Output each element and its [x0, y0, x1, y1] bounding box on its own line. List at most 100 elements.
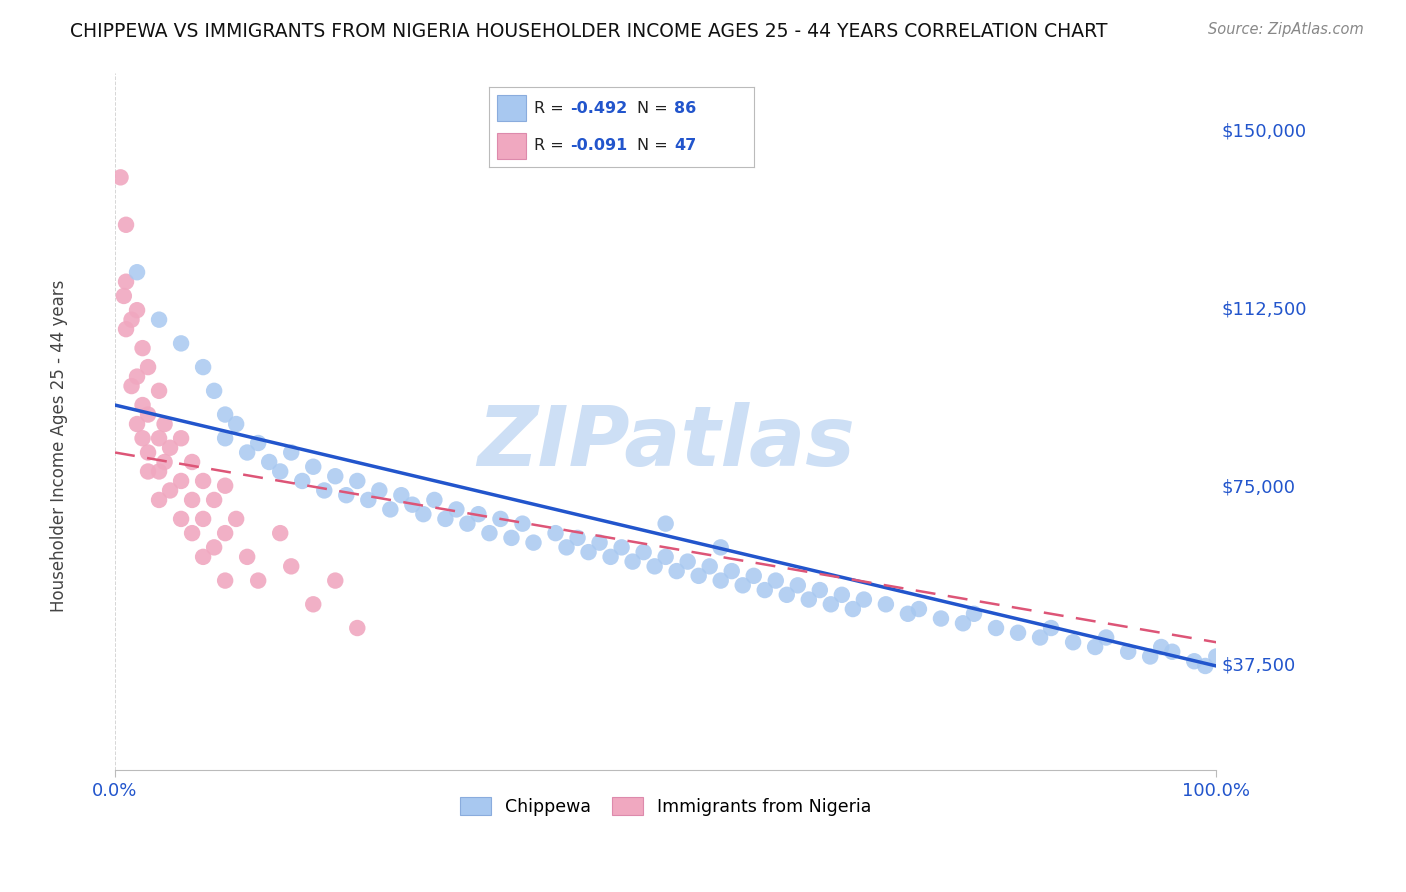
Point	[202, 492, 225, 507]
Point	[225, 512, 247, 526]
Point	[214, 431, 236, 445]
Point	[121, 379, 143, 393]
Point	[346, 621, 368, 635]
Point	[148, 431, 170, 445]
Point	[842, 602, 865, 616]
Point	[131, 341, 153, 355]
Point	[148, 492, 170, 507]
Point	[280, 445, 302, 459]
Text: ZIPatlas: ZIPatlas	[477, 402, 855, 483]
Point	[654, 549, 676, 564]
Point	[214, 574, 236, 588]
Point	[621, 555, 644, 569]
Point	[115, 322, 138, 336]
Point	[710, 541, 733, 555]
Point	[314, 483, 336, 498]
Point	[512, 516, 534, 531]
Legend: Chippewa, Immigrants from Nigeria: Chippewa, Immigrants from Nigeria	[451, 789, 880, 824]
Point	[323, 574, 346, 588]
Point	[181, 526, 204, 541]
Point	[599, 549, 621, 564]
Point	[357, 492, 380, 507]
Point	[412, 507, 434, 521]
Point	[136, 465, 159, 479]
Point	[831, 588, 853, 602]
Point	[257, 455, 280, 469]
Point	[984, 621, 1007, 635]
Point	[578, 545, 600, 559]
Point	[191, 512, 214, 526]
Point	[225, 417, 247, 431]
Point	[1116, 645, 1139, 659]
Point	[434, 512, 457, 526]
Point	[963, 607, 986, 621]
Point	[191, 360, 214, 375]
Point	[544, 526, 567, 541]
Point	[136, 445, 159, 459]
Point	[202, 541, 225, 555]
Point	[202, 384, 225, 398]
Point	[401, 498, 423, 512]
Point	[555, 541, 578, 555]
Point	[214, 408, 236, 422]
Point	[1084, 640, 1107, 654]
Point	[820, 597, 842, 611]
Point	[191, 549, 214, 564]
Point	[125, 303, 148, 318]
Point	[688, 569, 710, 583]
Point	[478, 526, 501, 541]
Point	[522, 535, 544, 549]
Point	[797, 592, 820, 607]
Point	[908, 602, 931, 616]
Point	[665, 564, 688, 578]
Point	[644, 559, 666, 574]
Point	[148, 465, 170, 479]
Point	[1040, 621, 1063, 635]
Point	[1194, 659, 1216, 673]
Point	[170, 474, 193, 488]
Point	[380, 502, 402, 516]
Point	[148, 312, 170, 326]
Point	[125, 369, 148, 384]
Point	[323, 469, 346, 483]
Point	[153, 417, 176, 431]
Point	[501, 531, 523, 545]
Point	[1007, 625, 1029, 640]
Text: CHIPPEWA VS IMMIGRANTS FROM NIGERIA HOUSEHOLDER INCOME AGES 25 - 44 YEARS CORREL: CHIPPEWA VS IMMIGRANTS FROM NIGERIA HOUS…	[70, 22, 1108, 41]
Point	[335, 488, 357, 502]
Point	[302, 597, 325, 611]
Point	[214, 479, 236, 493]
Point	[115, 275, 138, 289]
Point	[159, 441, 181, 455]
Point	[125, 265, 148, 279]
Point	[1150, 640, 1173, 654]
Point	[1029, 631, 1052, 645]
Point	[1062, 635, 1084, 649]
Point	[236, 445, 259, 459]
Point	[710, 574, 733, 588]
Point	[742, 569, 765, 583]
Point	[269, 465, 291, 479]
Point	[110, 170, 132, 185]
Point	[389, 488, 412, 502]
Point	[467, 507, 489, 521]
Point	[489, 512, 512, 526]
Text: Source: ZipAtlas.com: Source: ZipAtlas.com	[1208, 22, 1364, 37]
Point	[875, 597, 897, 611]
Point	[610, 541, 633, 555]
Point	[633, 545, 655, 559]
Point	[170, 336, 193, 351]
Point	[291, 474, 314, 488]
Point	[170, 512, 193, 526]
Point	[131, 398, 153, 412]
Point	[654, 516, 676, 531]
Point	[808, 583, 831, 598]
Point	[170, 431, 193, 445]
Point	[131, 431, 153, 445]
Point	[731, 578, 754, 592]
Point	[136, 360, 159, 375]
Point	[776, 588, 799, 602]
Point	[136, 408, 159, 422]
Point	[115, 218, 138, 232]
Point	[1095, 631, 1118, 645]
